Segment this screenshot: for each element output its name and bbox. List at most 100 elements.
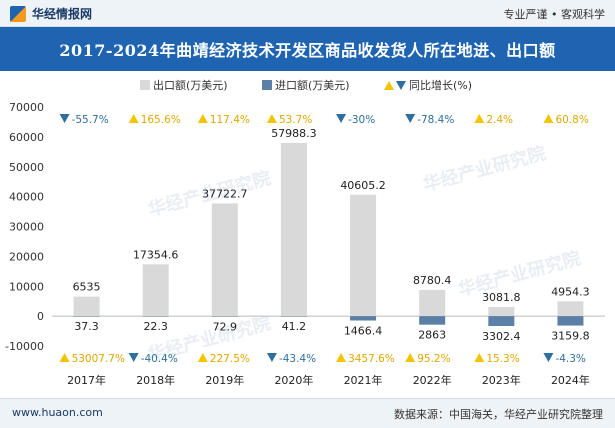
export-growth-label: 165.6%	[141, 114, 181, 126]
import-value-label: 22.3	[143, 320, 168, 333]
y-tick-label: 40000	[9, 191, 44, 204]
import-value-label: 72.9	[213, 320, 238, 333]
growth-up-triangle	[59, 353, 70, 362]
growth-up-triangle	[405, 353, 416, 362]
footer: www.huaon.com 数据来源：中国海关，华经产业研究院整理	[0, 398, 615, 428]
legend-down-triangle	[396, 81, 406, 90]
logo[interactable]: 华经情报网	[10, 5, 92, 22]
x-tick-label: 2024年	[551, 373, 590, 387]
growth-up-triangle	[474, 353, 485, 362]
import-bar	[350, 316, 377, 321]
y-tick-label: 30000	[9, 221, 44, 234]
export-bar	[142, 264, 169, 317]
x-tick-label: 2018年	[136, 373, 175, 387]
export-bar	[488, 306, 515, 317]
export-growth-label: -55.7%	[72, 114, 109, 126]
import-growth-label: -43.4%	[279, 353, 316, 365]
export-bar	[350, 194, 377, 317]
export-growth-label: 117.4%	[210, 114, 250, 126]
export-value-label: 6535	[73, 281, 101, 294]
export-value-label: 57988.3	[271, 127, 317, 140]
growth-down-triangle	[336, 114, 347, 123]
growth-up-triangle	[543, 114, 554, 123]
export-value-label: 40605.2	[340, 179, 386, 192]
import-bar	[211, 316, 238, 317]
logo-icon	[10, 5, 26, 22]
import-bar	[73, 316, 100, 317]
import-value-label: 2863	[418, 329, 446, 342]
title-bar: 2017-2024年曲靖经济技术开发区商品收发货人所在地进、出口额	[0, 27, 615, 71]
export-value-label: 37722.7	[202, 187, 248, 200]
export-value-label: 3081.8	[482, 291, 521, 304]
import-growth-label: -4.3%	[555, 353, 585, 365]
export-bar	[280, 142, 307, 317]
y-tick-label: 10000	[9, 280, 44, 293]
growth-up-triangle	[474, 114, 485, 123]
y-tick-label: 50000	[9, 161, 44, 174]
y-tick-label: 20000	[9, 250, 44, 263]
import-bar	[557, 316, 584, 326]
y-tick-label: 0	[37, 310, 44, 323]
x-tick-label: 2022年	[413, 373, 452, 387]
x-tick-label: 2021年	[344, 373, 383, 387]
export-growth-label: -30%	[348, 114, 375, 126]
x-tick-label: 2020年	[274, 373, 313, 387]
legend-export-label: 出口额(万美元)	[153, 78, 228, 92]
export-growth-label: -78.4%	[417, 114, 454, 126]
export-bar	[211, 203, 238, 317]
watermark-1: 华经产业研究院	[421, 142, 548, 196]
export-bar	[419, 289, 446, 317]
legend-up-triangle	[384, 81, 394, 90]
y-tick-label: 60000	[9, 131, 44, 144]
legend-export-swatch	[140, 80, 150, 90]
x-tick-label: 2019年	[205, 373, 244, 387]
growth-up-triangle	[266, 114, 277, 123]
y-tick-label: 70000	[9, 101, 44, 114]
import-bar	[280, 316, 307, 317]
import-value-label: 3302.4	[482, 330, 521, 343]
growth-down-triangle	[266, 353, 277, 362]
export-growth-label: 60.8%	[555, 114, 588, 126]
x-tick-label: 2023年	[482, 373, 521, 387]
export-bar	[557, 301, 584, 317]
export-value-label: 17354.6	[133, 248, 179, 261]
growth-down-triangle	[128, 353, 139, 362]
y-tick-label: -10000	[5, 340, 44, 353]
growth-down-triangle	[543, 353, 554, 362]
growth-up-triangle	[336, 353, 347, 362]
x-tick-label: 2017年	[67, 373, 106, 387]
website-link[interactable]: www.huaon.com	[12, 406, 103, 419]
import-value-label: 37.3	[74, 320, 99, 333]
import-value-label: 41.2	[282, 320, 307, 333]
import-bar	[488, 316, 515, 326]
tagline: 专业严谨 • 客观科学	[503, 8, 605, 21]
growth-down-triangle	[405, 114, 416, 123]
legend-import-swatch	[262, 80, 272, 90]
legend-import-label: 进口额(万美元)	[275, 79, 350, 92]
export-growth-label: 2.4%	[486, 114, 513, 126]
top-bar: 华经情报网 专业严谨 • 客观科学	[0, 0, 615, 27]
legend-growth-label: 同比增长(%)	[409, 78, 472, 92]
import-bar	[419, 316, 446, 325]
export-bar	[73, 296, 100, 317]
import-bar	[142, 316, 169, 317]
chart-title: 2017-2024年曲靖经济技术开发区商品收发货人所在地进、出口额	[59, 41, 556, 60]
import-growth-label: -40.4%	[141, 353, 178, 365]
growth-down-triangle	[59, 114, 70, 123]
logo-text: 华经情报网	[32, 7, 93, 21]
export-value-label: 8780.4	[413, 274, 452, 287]
import-growth-label: 3457.6%	[348, 353, 395, 365]
growth-up-triangle	[197, 114, 208, 123]
export-value-label: 4954.3	[551, 285, 590, 298]
import-growth-label: 15.3%	[486, 353, 519, 365]
data-source: 数据来源：中国海关，华经产业研究院整理	[394, 408, 603, 421]
import-value-label: 1466.4	[344, 325, 383, 338]
import-value-label: 3159.8	[551, 330, 590, 343]
import-growth-label: 53007.7%	[72, 353, 125, 365]
growth-up-triangle	[128, 114, 139, 123]
import-growth-label: 227.5%	[210, 353, 250, 365]
growth-up-triangle	[197, 353, 208, 362]
import-growth-label: 95.2%	[417, 353, 450, 365]
